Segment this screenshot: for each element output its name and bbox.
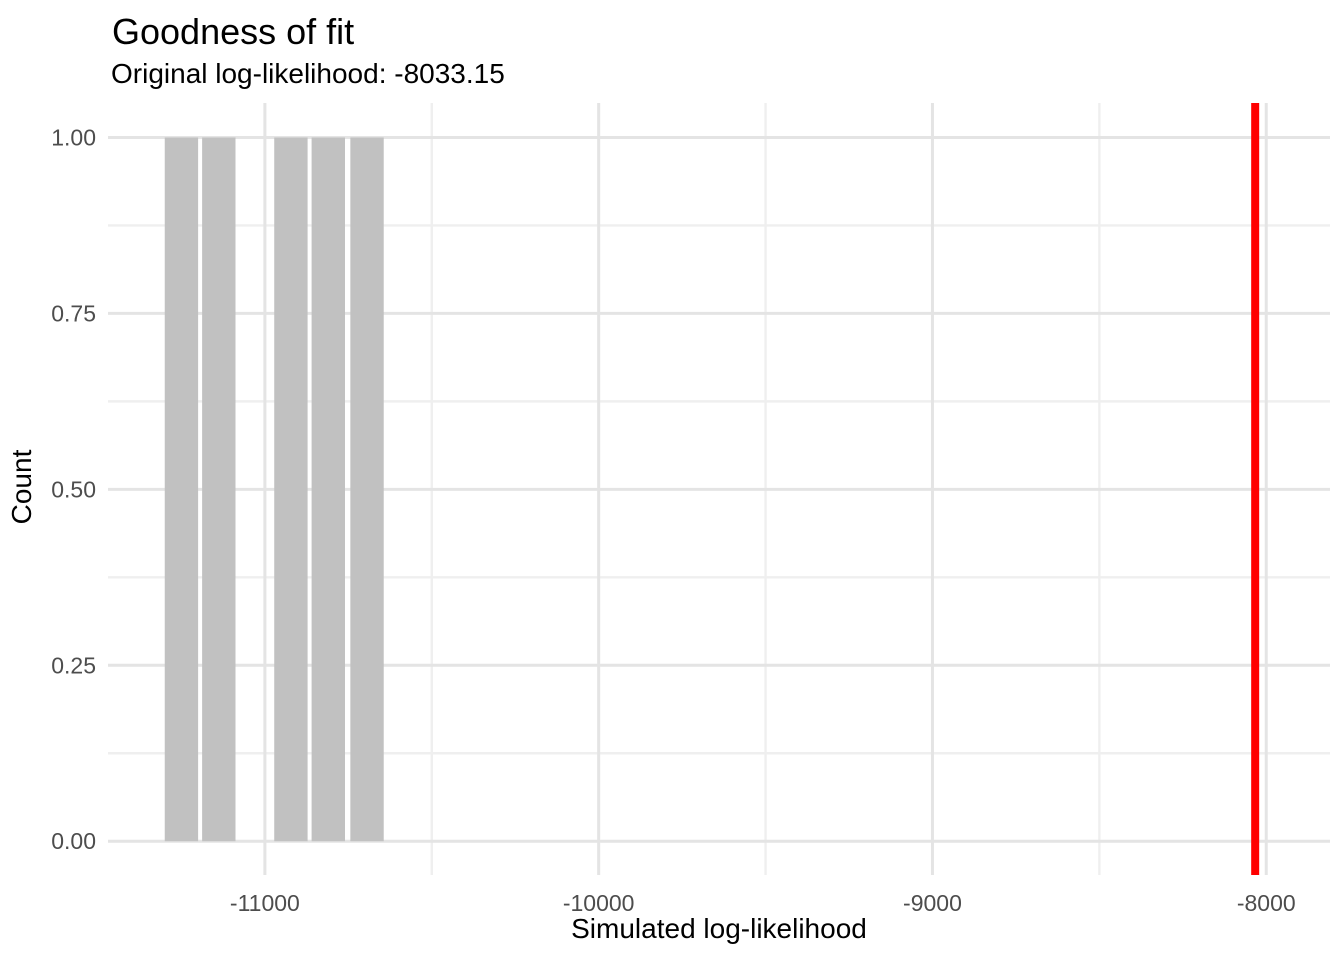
- y-tick-label: 0.25: [51, 652, 96, 678]
- y-tick-label: 0.00: [51, 828, 96, 854]
- histogram-bar: [311, 137, 345, 842]
- x-tick-label: -9000: [903, 890, 962, 916]
- histogram-bar: [350, 137, 384, 842]
- x-axis-title: Simulated log-likelihood: [571, 913, 867, 944]
- x-tick-label: -8000: [1237, 890, 1296, 916]
- y-tick-label: 0.75: [51, 300, 96, 326]
- y-tick-label: 1.00: [51, 124, 96, 150]
- histogram-bar: [202, 137, 236, 842]
- x-tick-label: -10000: [563, 890, 635, 916]
- x-tick-label: -11000: [230, 890, 300, 916]
- chart-subtitle: Original log-likelihood: -8033.15: [111, 58, 505, 89]
- histogram-bar: [274, 137, 308, 842]
- y-tick-label: 0.50: [51, 476, 96, 502]
- chart-title: Goodness of fit: [112, 11, 355, 52]
- histogram-bar: [164, 137, 199, 842]
